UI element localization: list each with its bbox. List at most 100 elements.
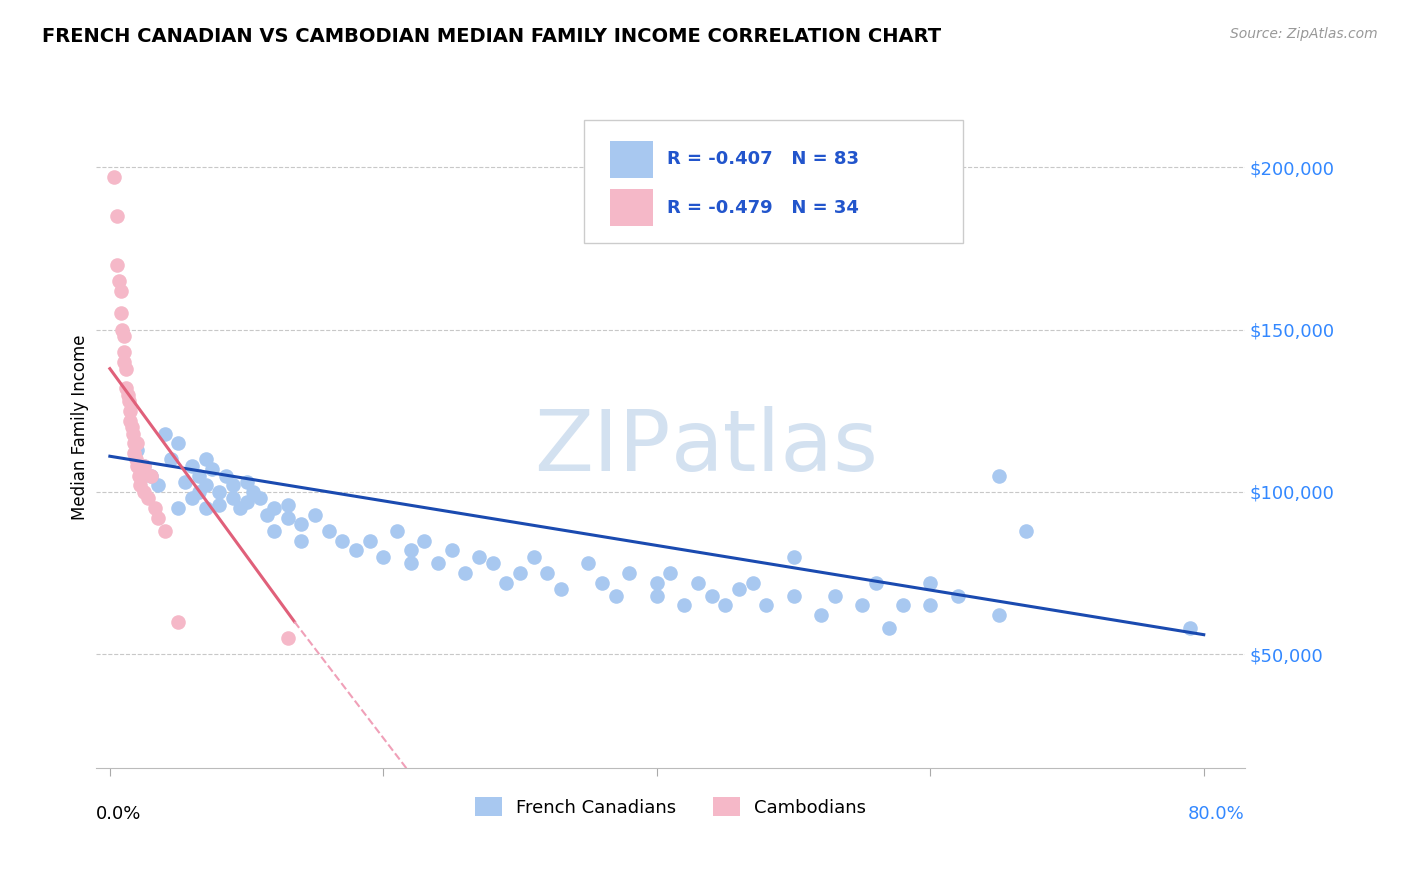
Point (167, 436, 190, 450)
Point (920, 599, 942, 613)
Point (495, 575, 517, 590)
Point (946, 589, 969, 603)
Point (782, 549, 804, 564)
Point (619, 566, 641, 580)
Point (127, 458, 149, 473)
Point (129, 478, 152, 492)
Point (373, 549, 395, 564)
Text: Source: ZipAtlas.com: Source: ZipAtlas.com (1230, 27, 1378, 41)
Point (891, 599, 914, 613)
Point (127, 436, 149, 450)
Text: 80.0%: 80.0% (1188, 805, 1244, 823)
Point (810, 608, 832, 623)
Point (700, 589, 723, 603)
Point (120, 404, 142, 418)
Point (645, 589, 668, 603)
Point (105, 258, 128, 272)
Point (124, 436, 146, 450)
Point (201, 462, 224, 476)
Point (208, 498, 231, 512)
Point (1015, 524, 1038, 538)
Point (256, 508, 278, 522)
Point (277, 511, 299, 525)
Point (468, 549, 491, 564)
Point (645, 575, 668, 590)
Point (359, 533, 381, 548)
Point (132, 458, 155, 473)
Point (782, 589, 804, 603)
Point (741, 575, 763, 590)
Point (132, 484, 155, 499)
Point (180, 491, 202, 506)
Text: 0.0%: 0.0% (96, 805, 142, 823)
Point (122, 426, 145, 441)
Point (143, 501, 166, 516)
Y-axis label: Median Family Income: Median Family Income (72, 334, 89, 520)
Point (304, 508, 326, 522)
Point (139, 468, 162, 483)
Point (174, 475, 197, 490)
Point (427, 557, 450, 571)
Point (194, 478, 217, 492)
Point (290, 533, 312, 548)
Point (229, 501, 252, 516)
Text: R = -0.479   N = 34: R = -0.479 N = 34 (666, 199, 859, 217)
Point (115, 381, 138, 395)
Point (399, 557, 422, 571)
Point (103, 170, 125, 185)
Legend: French Canadians, Cambodians: French Canadians, Cambodians (475, 797, 866, 816)
Point (686, 575, 709, 590)
Point (605, 589, 627, 603)
Point (112, 329, 135, 343)
Point (235, 475, 257, 490)
Point (110, 284, 132, 298)
Point (591, 575, 613, 590)
Point (673, 599, 696, 613)
Point (454, 566, 477, 580)
Text: R = -0.407   N = 83: R = -0.407 N = 83 (666, 150, 859, 169)
Point (222, 491, 245, 506)
Point (399, 543, 422, 558)
Point (153, 524, 176, 538)
Point (536, 566, 558, 580)
Point (146, 511, 169, 525)
Point (187, 484, 209, 499)
Text: FRENCH CANADIAN VS CAMBODIAN MEDIAN FAMILY INCOME CORRELATION CHART: FRENCH CANADIAN VS CAMBODIAN MEDIAN FAMI… (42, 27, 941, 45)
Point (920, 575, 942, 590)
Point (277, 498, 299, 512)
Point (117, 387, 139, 401)
Point (115, 361, 138, 376)
Bar (610, 141, 654, 178)
Point (987, 468, 1010, 483)
Point (180, 458, 202, 473)
Point (242, 484, 264, 499)
Point (110, 306, 132, 320)
Point (124, 446, 146, 460)
Point (851, 599, 873, 613)
Point (318, 524, 340, 538)
Point (132, 458, 155, 473)
FancyBboxPatch shape (585, 120, 963, 243)
Point (263, 524, 285, 538)
Point (877, 621, 900, 635)
Point (108, 274, 131, 288)
Point (824, 589, 846, 603)
Point (330, 533, 353, 548)
Point (139, 468, 162, 483)
Point (222, 478, 245, 492)
Point (194, 452, 217, 467)
Point (277, 631, 299, 645)
Point (755, 599, 778, 613)
Text: atlas: atlas (671, 406, 879, 489)
Point (523, 549, 546, 564)
Point (385, 524, 408, 538)
Point (509, 566, 531, 580)
Text: ZIP: ZIP (534, 406, 671, 489)
Point (714, 599, 737, 613)
Point (865, 575, 887, 590)
Point (160, 452, 183, 467)
Point (987, 608, 1010, 623)
Point (550, 582, 572, 597)
Point (167, 615, 190, 629)
Point (105, 209, 128, 223)
